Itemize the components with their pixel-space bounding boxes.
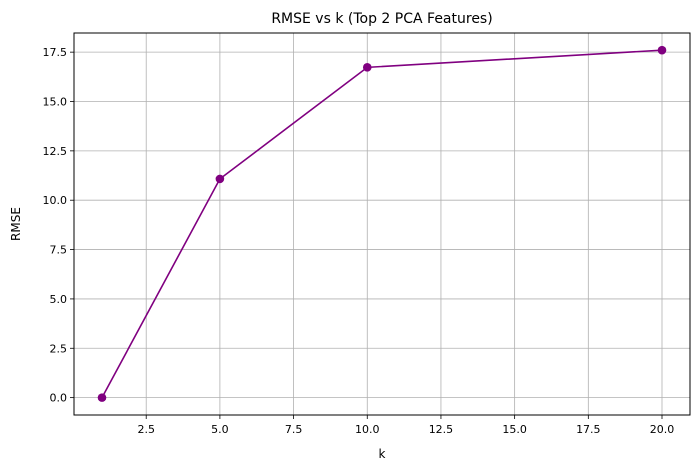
y-tick-label: 5.0 — [50, 293, 68, 306]
chart-title: RMSE vs k (Top 2 PCA Features) — [271, 11, 492, 27]
x-tick-label: 7.5 — [285, 423, 303, 436]
y-tick-label: 15.0 — [43, 96, 68, 109]
y-tick-label: 10.0 — [43, 194, 68, 207]
y-tick-label: 12.5 — [43, 145, 68, 158]
data-point — [362, 63, 372, 72]
data-point — [97, 393, 107, 402]
x-tick-label: 12.5 — [429, 423, 454, 436]
x-axis-label: k — [379, 447, 386, 461]
ticks: 2.5 5.0 7.5 10.0 12.5 15.0 17.5 20.0 0.0 2.5 5.0 7.… — [43, 46, 675, 436]
y-tick-label: 0.0 — [50, 392, 68, 405]
x-tick-label: 20.0 — [650, 423, 675, 436]
data-point — [657, 45, 667, 55]
y-tick-label: 2.5 — [50, 342, 68, 355]
x-tick-label: 17.5 — [576, 423, 601, 436]
x-tick-label: 5.0 — [211, 423, 229, 436]
x-tick-label: 15.0 — [502, 423, 527, 436]
grid — [74, 33, 690, 415]
x-tick-label: 2.5 — [137, 423, 155, 436]
y-tick-label: 17.5 — [43, 46, 68, 59]
data-point — [215, 174, 225, 184]
y-axis-label: RMSE — [9, 207, 23, 241]
x-tick-label: 10.0 — [355, 423, 380, 436]
y-tick-label: 7.5 — [50, 244, 68, 257]
series-line — [101, 49, 663, 399]
series-layer — [97, 45, 667, 402]
plot-frame — [73, 32, 691, 416]
